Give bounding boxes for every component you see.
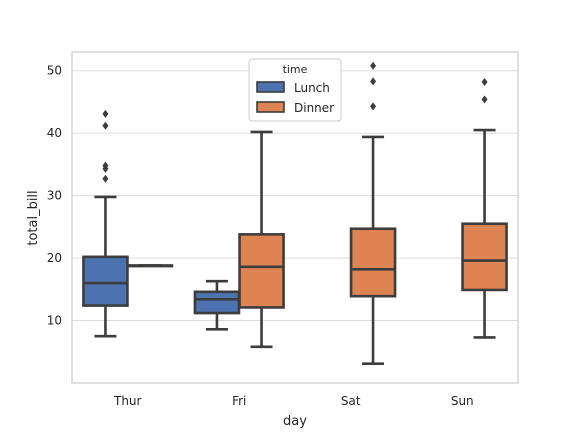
outlier-point [102, 121, 109, 130]
y-tick-label: 20 [47, 251, 62, 265]
box-body [82, 255, 129, 307]
box-dinner-fri [238, 130, 285, 349]
y-tick-label: 30 [47, 189, 62, 203]
x-tick-labels: Thur Fri Sat Sun [113, 394, 474, 408]
y-tick-label: 50 [47, 64, 62, 78]
box-body [193, 290, 241, 315]
y-axis-label: total_bill [26, 190, 41, 245]
y-tick-label: 10 [47, 314, 62, 328]
box-dinner-sun [461, 77, 508, 339]
plot-frame [71, 51, 519, 384]
outlier-point [102, 109, 109, 118]
legend-label-lunch: Lunch [294, 81, 330, 95]
outlier-point [102, 161, 109, 170]
y-tick-labels: 10 20 30 40 50 [47, 64, 62, 328]
outlier-point [481, 77, 488, 86]
box-body [349, 227, 397, 298]
box-lunch-fri [193, 279, 241, 331]
box-series [82, 61, 508, 365]
x-tick-label: Sat [341, 394, 361, 408]
outlier-point [370, 102, 377, 111]
legend-title: time [283, 63, 308, 76]
box-dinner-thur [126, 264, 174, 268]
legend-swatch-lunch [256, 81, 285, 93]
legend: time Lunch Dinner [248, 58, 342, 122]
box-lunch-thur [82, 109, 129, 338]
x-tick-label: Sun [451, 394, 474, 408]
outlier-point [370, 77, 377, 86]
x-axis-label: day [283, 414, 307, 429]
legend-label-dinner: Dinner [294, 101, 334, 115]
legend-swatch-dinner [256, 101, 285, 113]
box-dinner-sat [349, 61, 397, 365]
outlier-point [102, 174, 109, 183]
x-tick-label: Thur [113, 394, 142, 408]
y-tick-label: 40 [47, 126, 62, 140]
box-body [461, 222, 508, 292]
outlier-point [481, 95, 488, 104]
box-body [238, 233, 285, 309]
outlier-point [370, 61, 377, 70]
x-tick-label: Fri [232, 394, 246, 408]
